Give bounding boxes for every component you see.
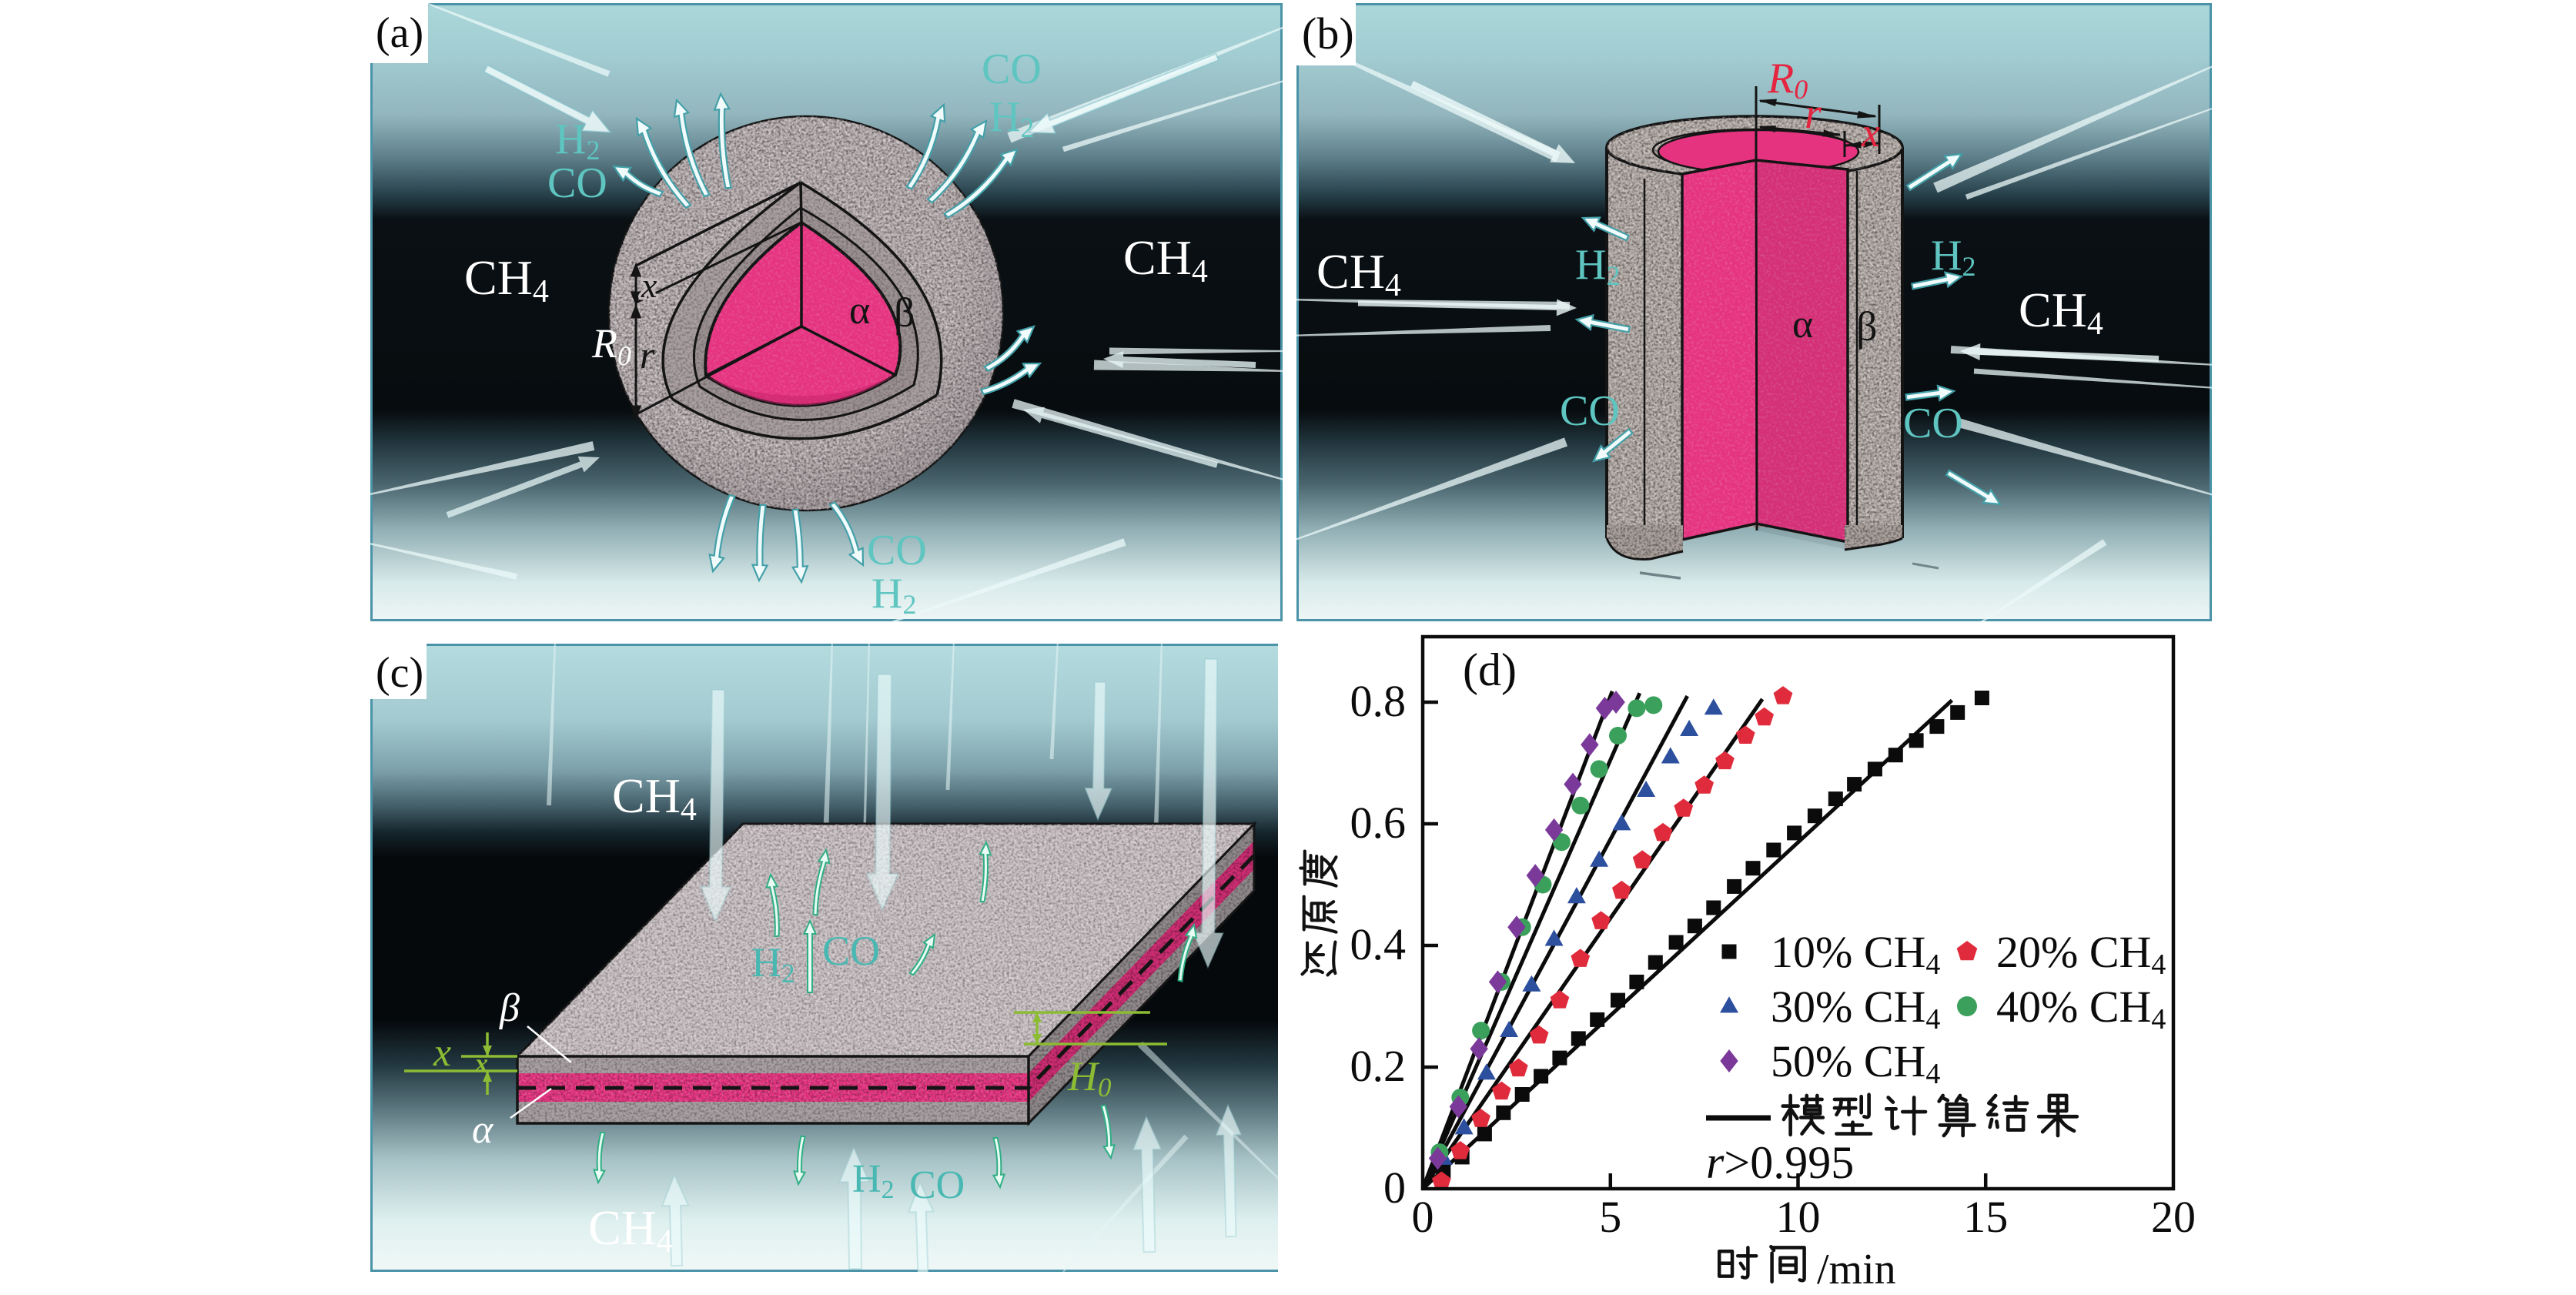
svg-text:40% CH4: 40% CH4	[1996, 982, 2166, 1036]
svg-text:α: α	[472, 1108, 494, 1152]
svg-text:0.6: 0.6	[1350, 798, 1407, 848]
svg-text:20% CH4: 20% CH4	[1996, 927, 2166, 981]
svg-text:CO: CO	[867, 527, 927, 574]
svg-text:(c): (c)	[376, 649, 423, 697]
svg-text:α: α	[849, 289, 870, 333]
svg-text:CO: CO	[909, 1163, 965, 1207]
svg-text:30% CH4: 30% CH4	[1771, 982, 1940, 1036]
svg-text:r>0.995: r>0.995	[1706, 1137, 1854, 1188]
svg-text:/min: /min	[1817, 1246, 1896, 1293]
svg-text:CO: CO	[1560, 387, 1620, 435]
svg-text:CO: CO	[982, 45, 1042, 93]
svg-text:x: x	[433, 1031, 451, 1075]
svg-text:15: 15	[1963, 1192, 2008, 1242]
svg-text:10% CH4: 10% CH4	[1771, 927, 1940, 981]
svg-text:5: 5	[1599, 1192, 1621, 1242]
svg-text:0.8: 0.8	[1350, 676, 1407, 726]
svg-text:x: x	[474, 1049, 488, 1078]
svg-text:r: r	[640, 333, 655, 376]
svg-text:(a): (a)	[376, 9, 423, 57]
svg-text:CO: CO	[547, 159, 607, 207]
svg-text:(d): (d)	[1463, 644, 1517, 695]
svg-text:(b): (b)	[1302, 8, 1354, 59]
svg-text:CH4: CH4	[1123, 230, 1208, 289]
svg-text:α: α	[1792, 303, 1813, 346]
svg-text:CO: CO	[1903, 400, 1963, 447]
svg-text:0: 0	[1412, 1192, 1434, 1242]
svg-text:β: β	[894, 289, 915, 336]
svg-text:CH4: CH4	[2019, 283, 2103, 342]
svg-text:0.4: 0.4	[1350, 919, 1407, 969]
svg-text:β: β	[499, 986, 520, 1030]
svg-text:β: β	[1856, 303, 1877, 350]
svg-text:20: 20	[2151, 1192, 2196, 1242]
svg-text:x: x	[1861, 109, 1880, 156]
svg-text:0.2: 0.2	[1350, 1041, 1407, 1091]
svg-text:0: 0	[1383, 1163, 1406, 1213]
svg-text:r: r	[1805, 90, 1822, 138]
svg-text:50% CH4: 50% CH4	[1771, 1036, 1940, 1090]
svg-text:CO: CO	[822, 928, 880, 974]
svg-text:CH4: CH4	[1316, 244, 1401, 303]
svg-text:x: x	[641, 266, 657, 305]
svg-text:10: 10	[1776, 1192, 1821, 1242]
svg-text:H2: H2	[1931, 232, 1975, 282]
svg-text:H2: H2	[751, 939, 795, 989]
